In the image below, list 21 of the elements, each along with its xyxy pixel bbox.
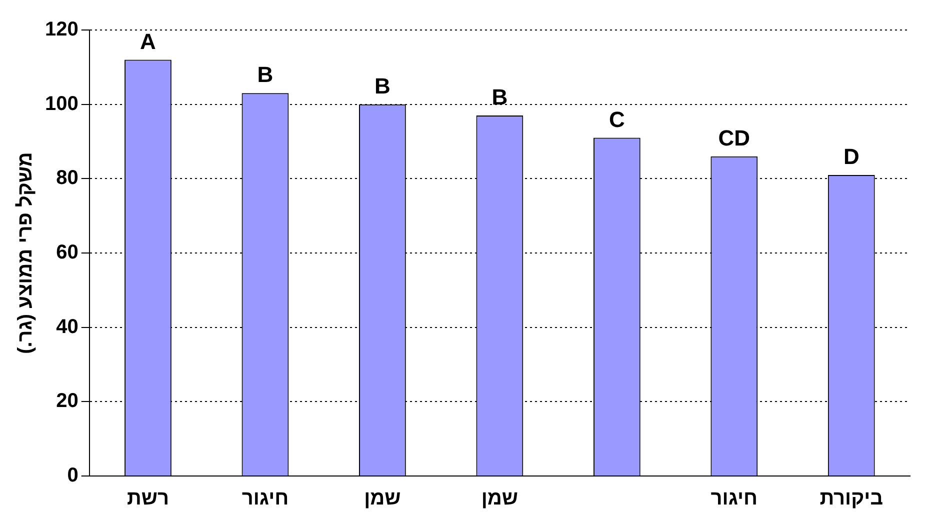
- y-tick-label: 60: [56, 242, 78, 264]
- y-tick-label: 100: [44, 92, 78, 115]
- annotation: C: [608, 106, 625, 132]
- y-axis-title: משקל פרי ממוצע (גר.): [14, 152, 37, 354]
- x-tick-label: רשת: [126, 488, 169, 510]
- x-tick-label: ביקורת: [820, 488, 884, 510]
- x-tick-label: שמן: [481, 488, 518, 510]
- annotation: A: [140, 28, 156, 54]
- y-tick-label: 40: [56, 316, 78, 338]
- annotation: B: [257, 62, 274, 88]
- annotation: CD: [718, 125, 750, 150]
- y-tick-label: 80: [56, 167, 78, 190]
- y-tick-label: 120: [44, 18, 78, 41]
- y-tick-label: 0: [67, 464, 78, 487]
- annotation: B: [492, 84, 508, 110]
- annotation: D: [843, 144, 860, 170]
- x-tick-label: חיגור: [710, 488, 758, 510]
- annotation: B: [374, 73, 390, 98]
- y-tick-label: 20: [56, 390, 78, 412]
- x-tick-label: שמן: [364, 488, 401, 510]
- x-tick-label: חיגור: [242, 488, 289, 510]
